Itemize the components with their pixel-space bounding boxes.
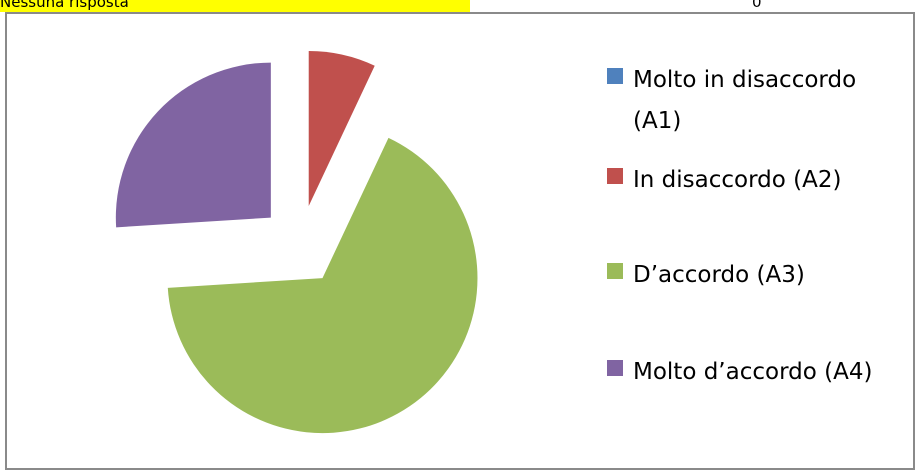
- pie-slice: [308, 50, 375, 206]
- header-label: Nessuna risposta: [0, 0, 470, 12]
- chart-frame: [5, 12, 915, 470]
- pie-slice: [167, 137, 478, 434]
- legend-swatch: [607, 68, 623, 84]
- legend-item: D’accordo (A3): [607, 255, 897, 296]
- legend-item: Molto in disaccordo (A1): [607, 60, 897, 142]
- legend-label: In disaccordo (A2): [633, 167, 842, 193]
- legend-swatch: [607, 168, 623, 184]
- pie-slice: [115, 62, 271, 228]
- header-count: 0: [752, 0, 762, 11]
- legend-label: Molto in disaccordo (A1): [633, 67, 857, 134]
- legend-item: Molto d’accordo (A4): [607, 352, 897, 393]
- legend-swatch: [607, 360, 623, 376]
- legend-label: D’accordo (A3): [633, 262, 805, 288]
- legend-item: In disaccordo (A2): [607, 160, 897, 201]
- legend-label: Molto d’accordo (A4): [633, 359, 873, 385]
- legend-swatch: [607, 263, 623, 279]
